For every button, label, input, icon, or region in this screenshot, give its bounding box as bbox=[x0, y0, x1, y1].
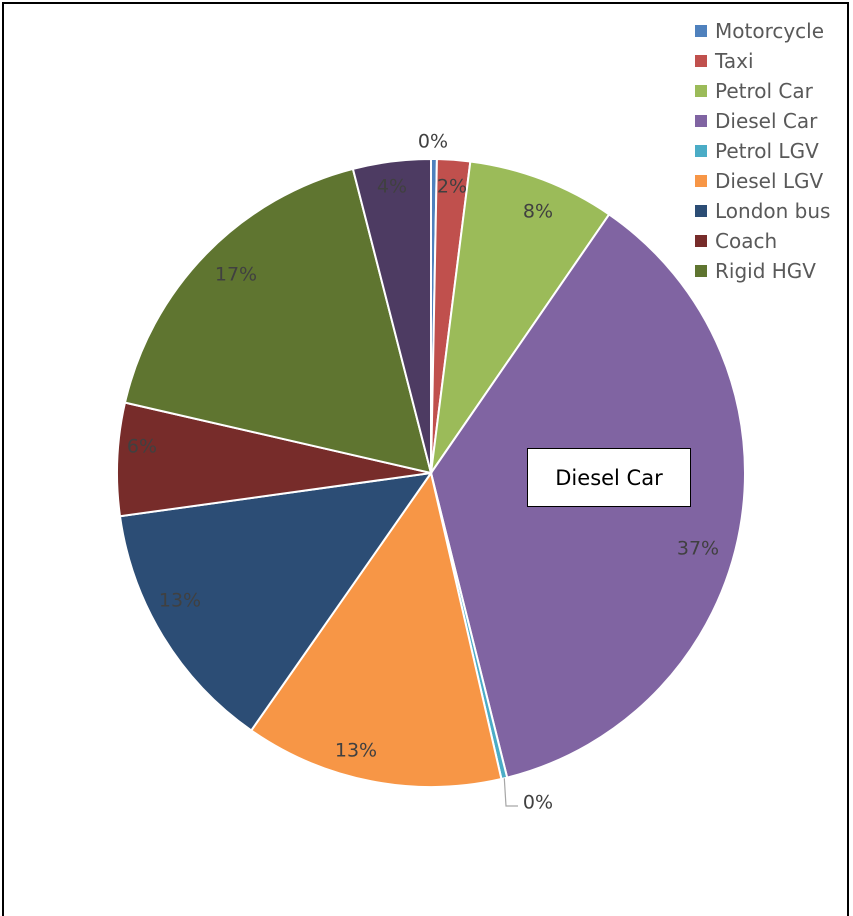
data-label-motorcycle: 0% bbox=[418, 131, 448, 153]
legend-swatch bbox=[695, 85, 707, 97]
legend-swatch bbox=[695, 55, 707, 67]
legend-item-london-bus: London bus bbox=[695, 196, 830, 226]
legend-label: London bus bbox=[715, 199, 831, 223]
legend-item-motorcycle: Motorcycle bbox=[695, 16, 830, 46]
legend-swatch bbox=[695, 205, 707, 217]
legend-swatch bbox=[695, 145, 707, 157]
legend-item-petrol-car: Petrol Car bbox=[695, 76, 830, 106]
legend-label: Taxi bbox=[715, 49, 754, 73]
callout-label: Diesel Car bbox=[555, 465, 663, 490]
data-labels: 0% 2% 8% 37% 0% 13% 13% 6% 17% 4% bbox=[127, 131, 719, 814]
legend-label: Rigid HGV bbox=[715, 259, 816, 283]
data-label-artic-hgv: 4% bbox=[377, 176, 407, 198]
legend-swatch bbox=[695, 25, 707, 37]
data-label-london-bus: 13% bbox=[159, 590, 201, 612]
legend-label: Diesel LGV bbox=[715, 169, 824, 193]
legend-item-diesel-lgv: Diesel LGV bbox=[695, 166, 830, 196]
chart-legend: Motorcycle Taxi Petrol Car Diesel Car Petrol… bbox=[695, 16, 830, 286]
legend-label: Petrol LGV bbox=[715, 139, 819, 163]
data-label-taxi: 2% bbox=[437, 176, 467, 198]
leader-lines bbox=[503, 778, 518, 807]
legend-swatch bbox=[695, 235, 707, 247]
legend-label: Coach bbox=[715, 229, 778, 253]
slice-london-bus bbox=[118, 471, 434, 732]
slice-rigid-hgv bbox=[123, 167, 433, 475]
data-label-coach: 6% bbox=[127, 436, 157, 458]
legend-item-rigid-hgv: Rigid HGV bbox=[695, 256, 830, 286]
legend-item-taxi: Taxi bbox=[695, 46, 830, 76]
legend-item-diesel-car: Diesel Car bbox=[695, 106, 830, 136]
data-label-petrol-car: 8% bbox=[523, 201, 553, 223]
legend-swatch bbox=[695, 175, 707, 187]
legend-swatch bbox=[695, 265, 707, 277]
data-label-petrol-lgv: 0% bbox=[523, 792, 553, 814]
diesel-car-callout: Diesel Car bbox=[527, 448, 691, 507]
data-label-diesel-car: 37% bbox=[677, 538, 719, 560]
legend-label: Petrol Car bbox=[715, 79, 813, 103]
data-label-diesel-lgv: 13% bbox=[335, 740, 377, 762]
slice-petrol-car bbox=[430, 160, 611, 474]
data-label-rigid-hgv: 17% bbox=[215, 264, 257, 286]
legend-label: Motorcycle bbox=[715, 19, 825, 43]
slice-artic-hgv bbox=[351, 157, 432, 474]
legend-item-coach: Coach bbox=[695, 226, 830, 256]
legend-swatch bbox=[695, 115, 707, 127]
legend-label: Diesel Car bbox=[715, 109, 818, 133]
legend-item-petrol-lgv: Petrol LGV bbox=[695, 136, 830, 166]
slice-diesel-lgv bbox=[249, 470, 503, 788]
leader-line-petrol-lgv bbox=[503, 778, 518, 807]
